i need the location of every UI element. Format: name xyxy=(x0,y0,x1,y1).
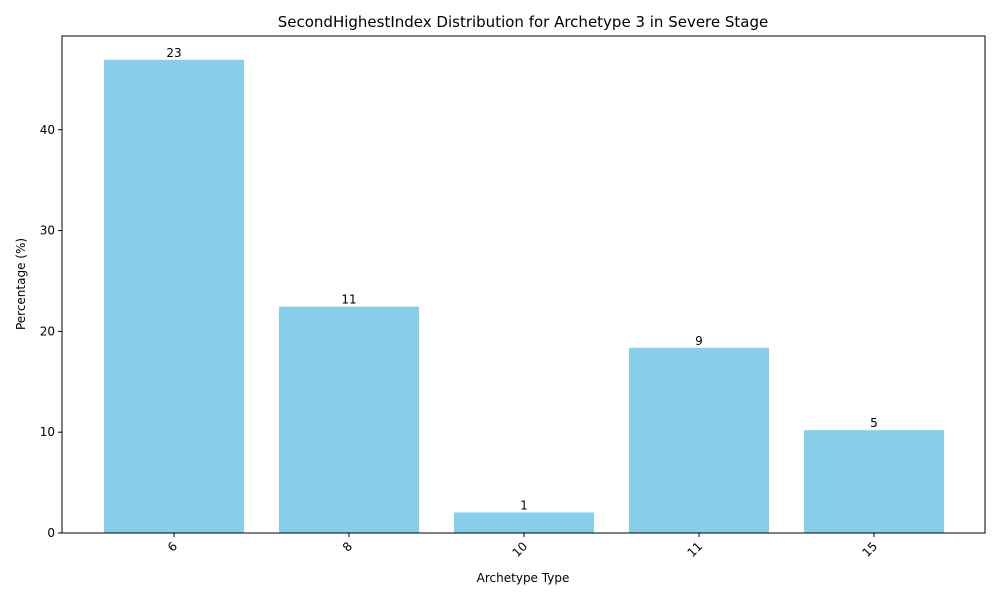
bar-10 xyxy=(454,512,594,533)
chart-title: SecondHighestIndex Distribution for Arch… xyxy=(278,13,768,31)
y-axis-label: Percentage (%) xyxy=(14,238,28,330)
bar-15 xyxy=(804,430,944,533)
y-tick-label-40: 40 xyxy=(40,123,55,137)
y-tick-label-10: 10 xyxy=(40,425,55,439)
x-tick-label-10: 10 xyxy=(509,539,530,560)
bar-6 xyxy=(104,59,244,534)
y-tick-label-30: 30 xyxy=(40,224,55,238)
x-tick-label-6: 6 xyxy=(165,539,180,554)
bar-value-label-15: 5 xyxy=(870,416,878,430)
x-axis-label: Archetype Type xyxy=(477,571,570,585)
bar-11 xyxy=(629,347,769,533)
x-ticks-group: 6 8 10 11 15 xyxy=(165,533,880,560)
bars-group xyxy=(104,59,944,534)
x-tick-label-11: 11 xyxy=(684,539,705,560)
bar-value-label-10: 1 xyxy=(520,498,528,512)
y-tick-label-20: 20 xyxy=(40,324,55,338)
bar-value-label-8: 11 xyxy=(341,293,356,307)
bar-value-label-6: 23 xyxy=(166,46,181,60)
bar-8 xyxy=(279,306,419,533)
y-ticks-group: 0 10 20 30 40 xyxy=(40,123,62,540)
bar-value-label-11: 9 xyxy=(695,334,703,348)
x-tick-label-15: 15 xyxy=(859,539,880,560)
y-tick-label-0: 0 xyxy=(47,526,55,540)
x-tick-label-8: 8 xyxy=(340,539,355,554)
